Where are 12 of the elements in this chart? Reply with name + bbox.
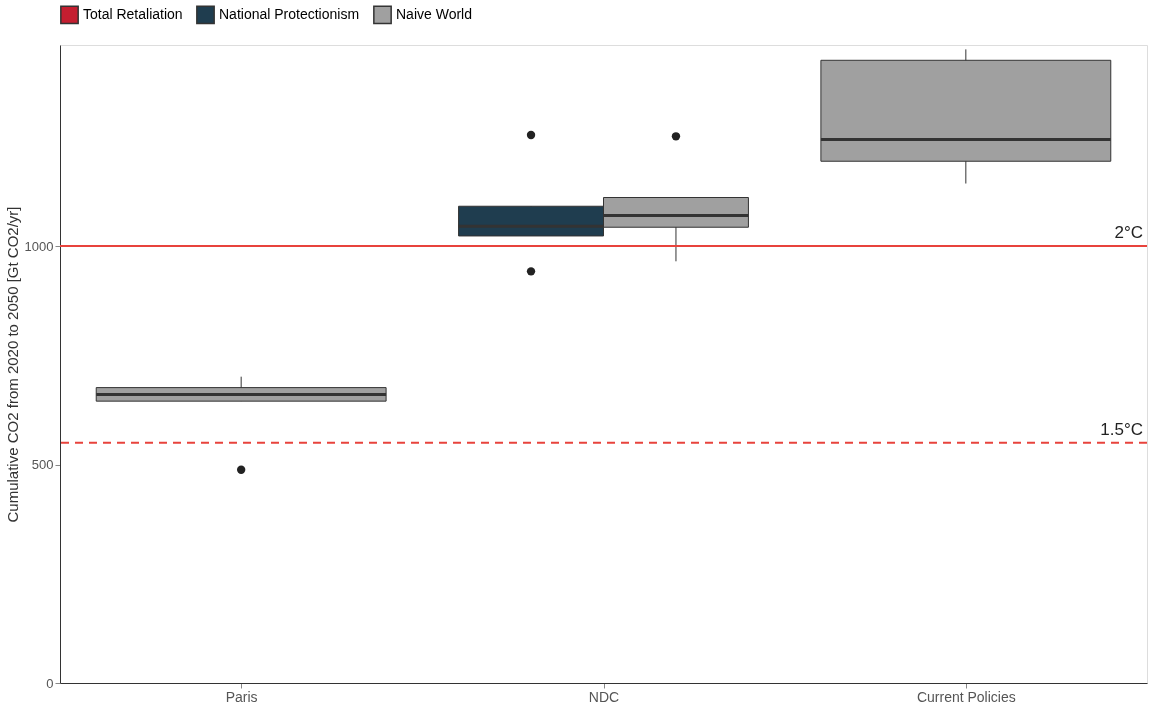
- ref-line-label: 1.5°C: [1100, 419, 1143, 439]
- y-tick-label: 1000: [24, 238, 54, 254]
- y-axis-title: Cumulative CO2 from 2020 to 2050 [Gt CO2/yr]: [3, 206, 21, 523]
- x-tick-label: Current Policies: [916, 688, 1016, 705]
- y-tick-label: 0: [46, 675, 54, 691]
- legend-label: National Protectionism: [219, 5, 360, 22]
- x-tick-label: NDC: [588, 688, 620, 705]
- y-tick-label: 500: [31, 457, 54, 473]
- legend-label: Total Retaliation: [83, 5, 183, 22]
- ref-line-label: 2°C: [1114, 223, 1143, 243]
- legend-label: Naive World: [396, 5, 472, 22]
- x-tick-label: Paris: [225, 688, 258, 705]
